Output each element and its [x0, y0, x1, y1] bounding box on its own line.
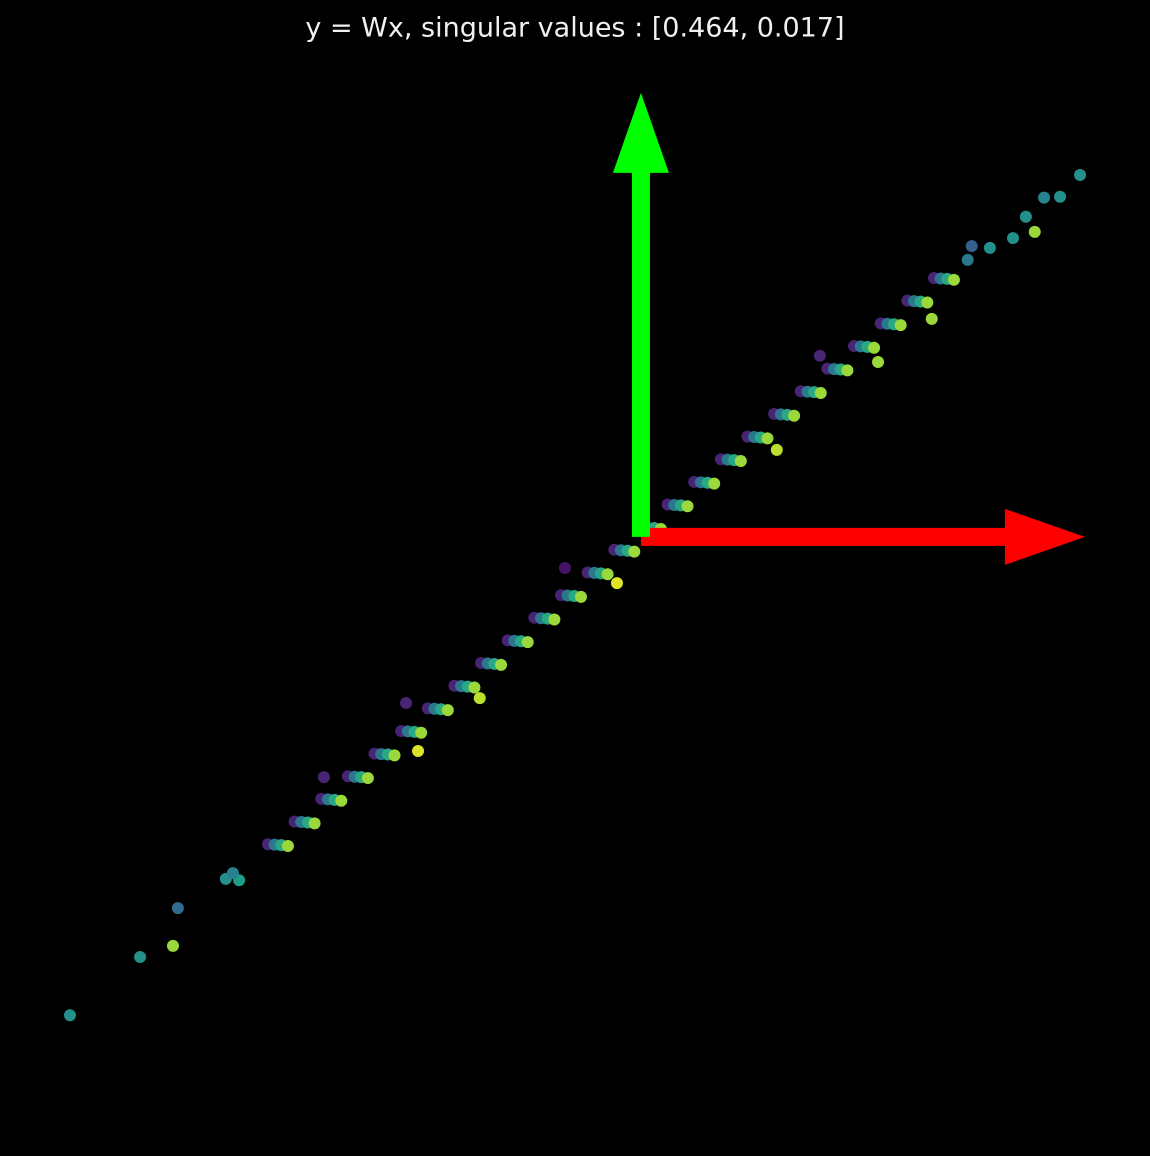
scatter-point	[1038, 191, 1051, 204]
scatter-point	[734, 454, 747, 467]
scatter-point	[166, 939, 179, 952]
scatter-point	[983, 241, 996, 254]
scatter-point	[610, 577, 623, 590]
scatter-point	[770, 443, 783, 456]
scatter-point	[468, 681, 481, 694]
scatter-point	[308, 817, 321, 830]
scatter-point	[947, 273, 960, 286]
scatter-point	[361, 772, 374, 785]
scatter-point	[965, 240, 978, 253]
scatter-point	[473, 692, 486, 705]
scatter-point	[841, 364, 854, 377]
scatter-point	[1019, 210, 1032, 223]
scatter-point	[281, 840, 294, 853]
scatter-point	[921, 296, 934, 309]
scatter-point	[415, 726, 428, 739]
scatter-point	[226, 867, 239, 880]
vector-arrow	[640, 508, 1085, 565]
vector-arrow	[612, 92, 669, 537]
chart-title: y = Wx, singular values : [0.464, 0.017]	[305, 13, 844, 44]
scatter-point	[761, 432, 774, 445]
scatter-point	[412, 744, 425, 757]
scatter-point	[388, 749, 401, 762]
scatter-point	[814, 387, 827, 400]
scatter-point	[574, 590, 587, 603]
scatter-point	[868, 341, 881, 354]
scatter-point	[559, 562, 572, 575]
scatter-point	[681, 500, 694, 513]
scatter-point	[961, 253, 974, 266]
scatter-point	[628, 545, 641, 558]
scatter-point	[400, 697, 413, 710]
scatter-point	[1074, 169, 1087, 182]
scatter-point	[1054, 190, 1067, 203]
scatter-point	[441, 704, 454, 717]
scatter-point	[495, 658, 508, 671]
scatter-point	[171, 902, 184, 915]
scatter-point	[1006, 232, 1019, 245]
scatter-point	[894, 319, 907, 332]
scatter-point	[317, 771, 330, 784]
scatter-point	[708, 477, 721, 490]
scatter-point	[601, 568, 614, 581]
scatter-point	[63, 1009, 76, 1022]
scatter-point	[548, 613, 561, 626]
scatter-point	[788, 409, 801, 422]
scatter-point	[872, 355, 885, 368]
scatter-point	[521, 636, 534, 649]
scatter-point	[1028, 225, 1041, 238]
scatter-point	[813, 349, 826, 362]
scatter-point	[925, 312, 938, 325]
scatter-point	[134, 951, 147, 964]
scatter-point	[335, 794, 348, 807]
